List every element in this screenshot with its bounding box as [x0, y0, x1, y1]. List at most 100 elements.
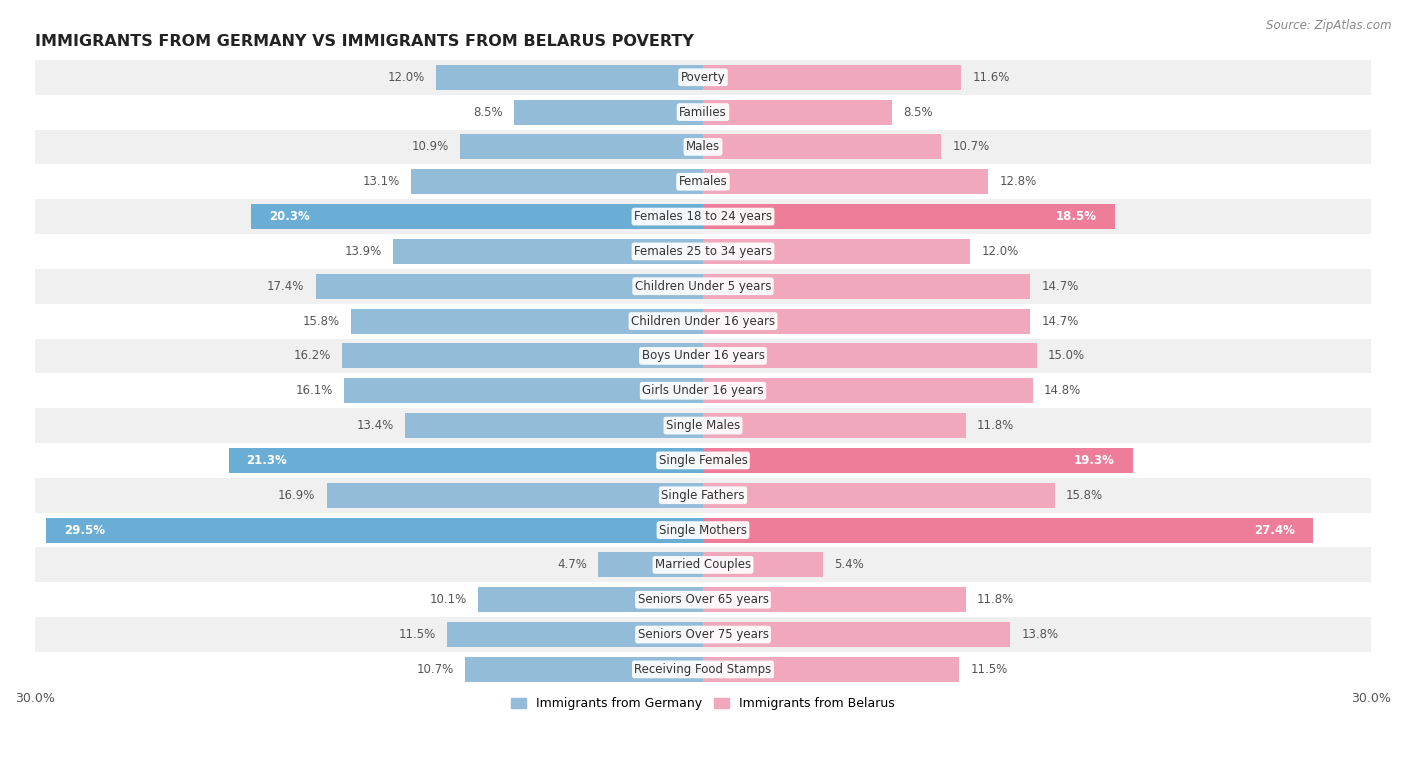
- Bar: [35, 547, 1371, 582]
- Text: Receiving Food Stamps: Receiving Food Stamps: [634, 663, 772, 676]
- Bar: [447, 622, 703, 647]
- Text: Poverty: Poverty: [681, 70, 725, 83]
- Bar: [460, 134, 703, 159]
- Bar: [412, 169, 703, 194]
- Bar: [703, 587, 966, 612]
- Bar: [344, 378, 703, 403]
- Text: 15.0%: 15.0%: [1047, 349, 1085, 362]
- Text: 11.8%: 11.8%: [977, 419, 1014, 432]
- Bar: [35, 582, 1371, 617]
- Text: 8.5%: 8.5%: [904, 105, 934, 118]
- Text: Males: Males: [686, 140, 720, 153]
- Text: 21.3%: 21.3%: [246, 454, 287, 467]
- Text: 18.5%: 18.5%: [1056, 210, 1097, 223]
- Bar: [703, 622, 1011, 647]
- Bar: [35, 374, 1371, 408]
- Bar: [250, 204, 703, 229]
- Bar: [703, 204, 1115, 229]
- Bar: [342, 343, 703, 368]
- Bar: [315, 274, 703, 299]
- Text: 13.8%: 13.8%: [1021, 628, 1059, 641]
- Text: Single Mothers: Single Mothers: [659, 524, 747, 537]
- Text: Seniors Over 75 years: Seniors Over 75 years: [637, 628, 769, 641]
- Text: 5.4%: 5.4%: [834, 559, 865, 572]
- Bar: [703, 169, 988, 194]
- Text: 10.7%: 10.7%: [416, 663, 454, 676]
- Bar: [703, 378, 1032, 403]
- Bar: [35, 512, 1371, 547]
- Bar: [703, 518, 1313, 543]
- Text: 17.4%: 17.4%: [267, 280, 304, 293]
- Text: Single Males: Single Males: [666, 419, 740, 432]
- Bar: [436, 64, 703, 89]
- Bar: [35, 199, 1371, 234]
- Bar: [478, 587, 703, 612]
- Text: 11.5%: 11.5%: [970, 663, 1008, 676]
- Legend: Immigrants from Germany, Immigrants from Belarus: Immigrants from Germany, Immigrants from…: [506, 692, 900, 715]
- Bar: [703, 134, 941, 159]
- Text: 16.1%: 16.1%: [297, 384, 333, 397]
- Text: 13.4%: 13.4%: [356, 419, 394, 432]
- Text: Children Under 5 years: Children Under 5 years: [634, 280, 772, 293]
- Text: Children Under 16 years: Children Under 16 years: [631, 315, 775, 327]
- Bar: [46, 518, 703, 543]
- Text: 11.6%: 11.6%: [973, 70, 1010, 83]
- Text: 14.8%: 14.8%: [1043, 384, 1081, 397]
- Bar: [35, 408, 1371, 443]
- Text: 14.7%: 14.7%: [1042, 280, 1078, 293]
- Text: Married Couples: Married Couples: [655, 559, 751, 572]
- Text: 19.3%: 19.3%: [1074, 454, 1115, 467]
- Bar: [405, 413, 703, 438]
- Bar: [465, 657, 703, 682]
- Text: Girls Under 16 years: Girls Under 16 years: [643, 384, 763, 397]
- Bar: [703, 99, 893, 124]
- Text: 15.8%: 15.8%: [302, 315, 340, 327]
- Bar: [703, 553, 824, 578]
- Text: 4.7%: 4.7%: [557, 559, 588, 572]
- Text: 11.5%: 11.5%: [398, 628, 436, 641]
- Bar: [229, 448, 703, 473]
- Text: Seniors Over 65 years: Seniors Over 65 years: [637, 594, 769, 606]
- Text: 13.1%: 13.1%: [363, 175, 401, 188]
- Bar: [35, 130, 1371, 164]
- Bar: [35, 164, 1371, 199]
- Text: 29.5%: 29.5%: [63, 524, 105, 537]
- Bar: [35, 60, 1371, 95]
- Bar: [703, 309, 1031, 334]
- Text: 10.1%: 10.1%: [430, 594, 467, 606]
- Bar: [35, 269, 1371, 304]
- Text: 10.9%: 10.9%: [412, 140, 449, 153]
- Text: 12.0%: 12.0%: [981, 245, 1018, 258]
- Text: 8.5%: 8.5%: [472, 105, 502, 118]
- Bar: [703, 413, 966, 438]
- Bar: [513, 99, 703, 124]
- Text: Source: ZipAtlas.com: Source: ZipAtlas.com: [1267, 19, 1392, 32]
- Bar: [703, 343, 1038, 368]
- Bar: [703, 274, 1031, 299]
- Text: 12.0%: 12.0%: [388, 70, 425, 83]
- Bar: [35, 304, 1371, 339]
- Text: 15.8%: 15.8%: [1066, 489, 1104, 502]
- Text: 10.7%: 10.7%: [952, 140, 990, 153]
- Bar: [703, 64, 962, 89]
- Bar: [35, 478, 1371, 512]
- Bar: [703, 448, 1133, 473]
- Text: Boys Under 16 years: Boys Under 16 years: [641, 349, 765, 362]
- Text: Families: Families: [679, 105, 727, 118]
- Text: Single Fathers: Single Fathers: [661, 489, 745, 502]
- Text: IMMIGRANTS FROM GERMANY VS IMMIGRANTS FROM BELARUS POVERTY: IMMIGRANTS FROM GERMANY VS IMMIGRANTS FR…: [35, 34, 693, 49]
- Text: 20.3%: 20.3%: [269, 210, 309, 223]
- Text: Females 25 to 34 years: Females 25 to 34 years: [634, 245, 772, 258]
- Bar: [394, 239, 703, 264]
- Text: Females 18 to 24 years: Females 18 to 24 years: [634, 210, 772, 223]
- Bar: [35, 95, 1371, 130]
- Bar: [326, 483, 703, 508]
- Bar: [703, 239, 970, 264]
- Bar: [352, 309, 703, 334]
- Text: 13.9%: 13.9%: [344, 245, 382, 258]
- Bar: [35, 617, 1371, 652]
- Text: 16.2%: 16.2%: [294, 349, 330, 362]
- Text: 11.8%: 11.8%: [977, 594, 1014, 606]
- Text: 14.7%: 14.7%: [1042, 315, 1078, 327]
- Bar: [35, 443, 1371, 478]
